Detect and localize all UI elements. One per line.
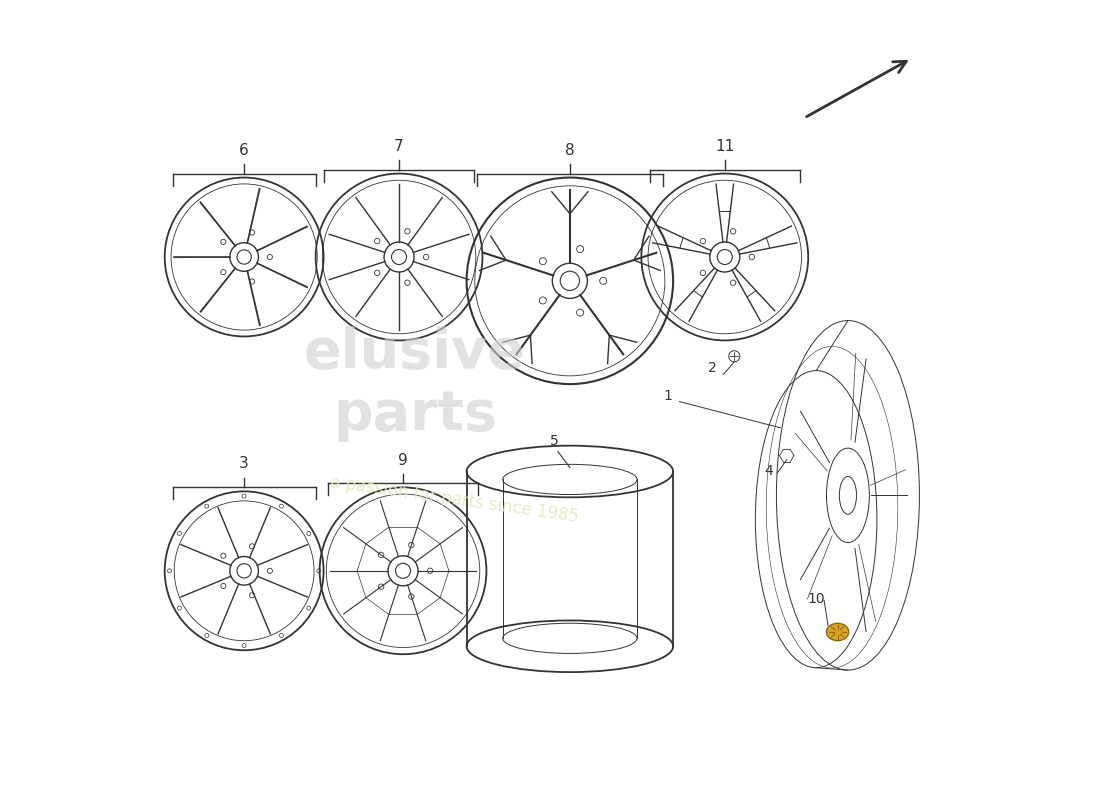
Text: 6: 6 bbox=[240, 142, 249, 158]
Text: 1: 1 bbox=[663, 389, 672, 403]
Text: 8: 8 bbox=[565, 142, 574, 158]
Text: 11: 11 bbox=[715, 138, 735, 154]
Text: elusive
parts: elusive parts bbox=[304, 326, 526, 442]
Text: 7: 7 bbox=[394, 138, 404, 154]
Text: a passion for parts since 1985: a passion for parts since 1985 bbox=[329, 473, 580, 526]
Text: 4: 4 bbox=[764, 465, 773, 478]
Ellipse shape bbox=[826, 623, 849, 641]
Text: 5: 5 bbox=[550, 434, 559, 448]
Text: 10: 10 bbox=[807, 591, 825, 606]
Text: 3: 3 bbox=[240, 457, 249, 471]
Text: 9: 9 bbox=[398, 453, 408, 467]
Text: 2: 2 bbox=[708, 361, 717, 375]
